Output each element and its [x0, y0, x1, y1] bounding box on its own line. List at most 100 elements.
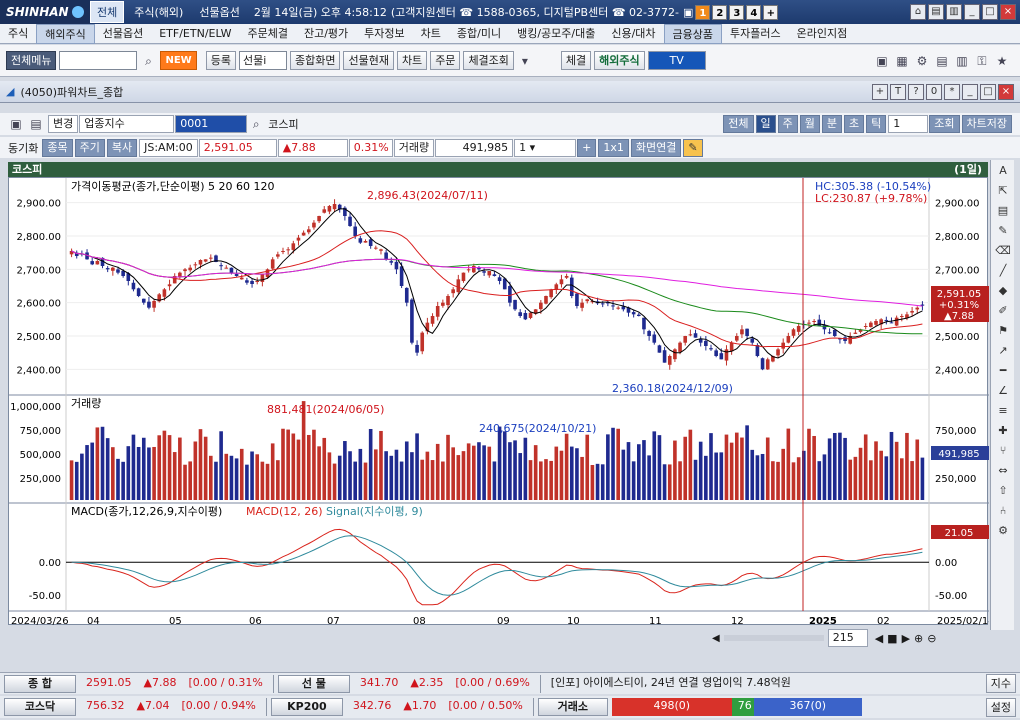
fork-tool-icon[interactable]: ⑂: [999, 444, 1007, 457]
lock-icon[interactable]: ▤: [928, 4, 944, 20]
menu-item-13[interactable]: 온라인지점: [796, 26, 848, 40]
win-ctrl-1[interactable]: T: [890, 83, 906, 100]
code-input[interactable]: 0001: [175, 115, 248, 133]
zoom-out-icon[interactable]: ⊖: [927, 631, 937, 645]
screen-1-button[interactable]: 1: [695, 4, 711, 20]
ctrl-save[interactable]: 차트저장: [961, 115, 1012, 133]
menu-search-input[interactable]: [59, 51, 138, 70]
index-button[interactable]: 지수: [985, 674, 1016, 693]
period-6[interactable]: 틱: [866, 115, 887, 133]
line-tool-icon[interactable]: ╱: [999, 264, 1007, 277]
win-ctrl-6[interactable]: □: [980, 83, 996, 100]
period-5[interactable]: 초: [844, 115, 865, 133]
minimize-icon[interactable]: _: [964, 4, 980, 20]
branch-tool-icon[interactable]: ⑃: [999, 504, 1007, 517]
brush-tool-icon[interactable]: ✐: [998, 304, 1008, 317]
win-ctrl-5[interactable]: _: [962, 83, 978, 100]
tab-futures[interactable]: 선물옵션: [199, 6, 240, 19]
change-select[interactable]: 변경: [48, 115, 79, 133]
new-badge[interactable]: NEW: [160, 51, 197, 70]
menu-item-11[interactable]: 금융상품: [663, 23, 723, 44]
win-ctrl-0[interactable]: +: [872, 83, 888, 100]
chart-area[interactable]: 2,900.00 2,900.00 2,800.00 2,800.00 2,700.00…: [8, 177, 995, 627]
win-ctrl-2[interactable]: ?: [908, 83, 924, 100]
ctrl-period_count[interactable]: 1: [888, 115, 929, 133]
fib-tool-icon[interactable]: ≡: [998, 404, 1008, 417]
screen-link-button[interactable]: 화면연결: [630, 138, 682, 157]
period-1[interactable]: 일: [755, 115, 776, 133]
first-icon[interactable]: ◀: [874, 631, 884, 645]
flag-tool-icon[interactable]: ⚑: [998, 324, 1008, 337]
pencil-tool-icon[interactable]: ✎: [998, 224, 1008, 237]
hline-tool-icon[interactable]: ━: [999, 364, 1007, 377]
restore-icon[interactable]: □: [982, 4, 998, 20]
copy-button[interactable]: 복사: [106, 138, 138, 157]
win-ctrl-7[interactable]: ×: [998, 83, 1014, 100]
zoom-in-icon[interactable]: ⊕: [914, 631, 924, 645]
measure-tool-icon[interactable]: ⇔: [998, 464, 1008, 477]
menu-item-4[interactable]: 주문체결: [247, 26, 288, 40]
sync-cycle-button[interactable]: 주기: [74, 138, 105, 157]
bookmark-icon[interactable]: ▤: [30, 117, 42, 131]
scroll-left-icon[interactable]: ◀: [712, 632, 720, 644]
toolbar-btn-1[interactable]: 선물현재: [343, 51, 394, 70]
pencil-icon[interactable]: ✎: [683, 138, 703, 157]
news-ticker[interactable]: [인포] 아이에스티이, 24년 연결 영업이익 7.48억원: [550, 675, 791, 689]
overseas-stock-button[interactable]: 해외주식: [594, 51, 645, 70]
screen-combo[interactable]: 선물i: [238, 51, 287, 70]
menu-item-0[interactable]: 주식: [8, 26, 29, 40]
grid-tool-icon[interactable]: ▤: [997, 204, 1009, 217]
period-3[interactable]: 월: [799, 115, 820, 133]
win-ctrl-3[interactable]: 0: [926, 83, 942, 100]
index-type-select[interactable]: 업종지수: [79, 115, 175, 133]
star-icon[interactable]: ★: [996, 53, 1008, 68]
register-button[interactable]: 등록: [205, 51, 236, 70]
menu-item-8[interactable]: 종합/미니: [456, 26, 502, 40]
settings-tool-icon[interactable]: ⚙: [998, 524, 1008, 537]
tab-overseas[interactable]: 주식(해외): [134, 6, 184, 19]
calculator-icon[interactable]: ▦: [896, 53, 908, 68]
layout-count-select[interactable]: 1 ▾: [514, 138, 577, 157]
gear-icon[interactable]: ⚙: [916, 53, 928, 68]
search-icon[interactable]: ⌕: [145, 53, 152, 68]
screen-3-button[interactable]: 3: [729, 4, 745, 20]
home-icon[interactable]: ⌂: [910, 4, 926, 20]
menu-item-3[interactable]: ETF/ETN/ELW: [159, 26, 232, 40]
period-2[interactable]: 주: [777, 115, 798, 133]
scroll-count-input[interactable]: 215: [827, 629, 868, 647]
menu-item-10[interactable]: 신용/대차: [611, 26, 656, 40]
marker-tool-icon[interactable]: ◆: [998, 284, 1008, 297]
sync-item-button[interactable]: 종목: [42, 138, 73, 157]
window-icon[interactable]: ▥: [956, 53, 968, 68]
tab-all[interactable]: 전체: [90, 1, 125, 23]
menu-item-7[interactable]: 차트: [420, 26, 441, 40]
menu-item-2[interactable]: 선물옵션: [102, 26, 144, 40]
zoom-slider[interactable]: [723, 635, 824, 641]
text-tool-icon[interactable]: A: [999, 164, 1007, 177]
win-ctrl-4[interactable]: *: [944, 83, 960, 100]
add-chart-button[interactable]: +: [577, 138, 597, 157]
layout-icon[interactable]: ▤: [936, 53, 948, 68]
print-icon[interactable]: ▣: [876, 53, 888, 68]
menu-item-12[interactable]: 투자플러스: [730, 26, 781, 40]
toolbar-btn-4[interactable]: 체결조회: [463, 51, 514, 70]
close-icon[interactable]: ×: [1000, 4, 1016, 20]
all-menu-button[interactable]: 전체메뉴: [6, 51, 57, 70]
arrow-tool-icon[interactable]: ⇧: [998, 484, 1008, 497]
cursor-icon[interactable]: ⇱: [998, 184, 1008, 197]
menu-item-5[interactable]: 잔고/평가: [303, 26, 349, 40]
period-0[interactable]: 전체: [723, 115, 754, 133]
trend-tool-icon[interactable]: ↗: [998, 344, 1008, 357]
layout-1x1-button[interactable]: 1x1: [598, 138, 629, 157]
menu-item-6[interactable]: 투자정보: [364, 26, 405, 40]
play-icon[interactable]: ▶: [901, 631, 911, 645]
screen-4-button[interactable]: 4: [746, 4, 762, 20]
toolbar-btn-2[interactable]: 차트: [396, 51, 428, 70]
monitor-icon[interactable]: ▣: [682, 5, 694, 19]
tv-button[interactable]: TV: [647, 51, 706, 70]
angle-tool-icon[interactable]: ∠: [998, 384, 1008, 397]
ctrl-query[interactable]: 조회: [929, 115, 960, 133]
pin-icon[interactable]: ▾: [521, 53, 528, 68]
menu-item-1[interactable]: 해외주식: [36, 23, 95, 44]
search-icon[interactable]: ⌕: [252, 117, 260, 131]
